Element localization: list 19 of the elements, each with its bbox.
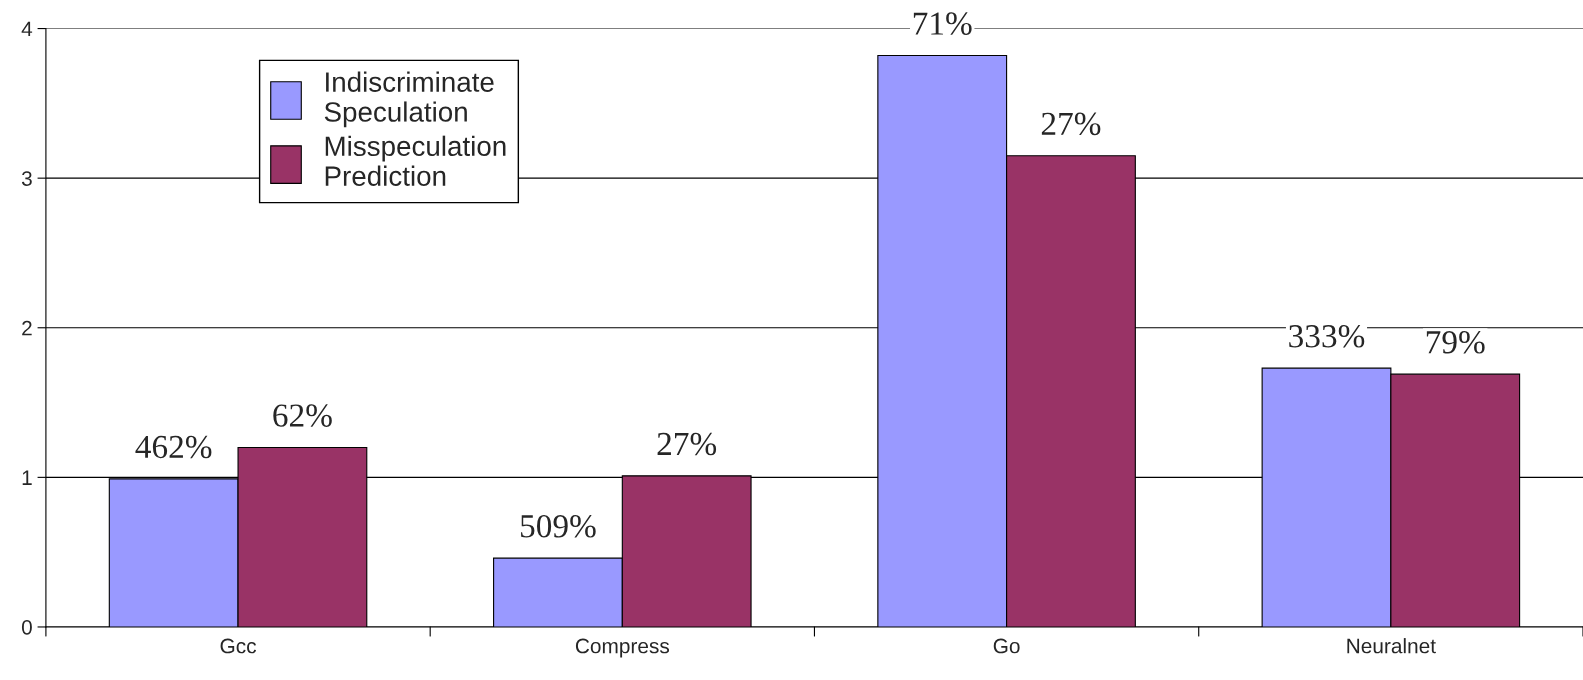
annotation: 27% bbox=[657, 432, 717, 456]
x-tick-label: Gcc bbox=[220, 638, 257, 654]
y-tick-label: 2 bbox=[22, 320, 32, 336]
y-tick-label: 4 bbox=[21, 21, 33, 37]
annotation: 333% bbox=[1289, 325, 1365, 348]
y-tick-label: 3 bbox=[21, 171, 32, 186]
annotation: 27% bbox=[1041, 112, 1101, 136]
y-tick-label: 1 bbox=[22, 470, 32, 485]
annotation: 462% bbox=[135, 435, 212, 459]
annotation: 62% bbox=[273, 404, 332, 427]
legend-label: Misspeculation Prediction bbox=[325, 135, 506, 186]
x-tick-label: Neuralnet bbox=[1347, 638, 1436, 654]
x-tick-label: Go bbox=[993, 638, 1020, 654]
annotation: 79% bbox=[1426, 330, 1485, 354]
annotation: 71% bbox=[913, 12, 972, 35]
annotation: 509% bbox=[521, 514, 596, 538]
y-tick-label: 0 bbox=[21, 619, 32, 635]
legend-label: Indiscriminate Speculation bbox=[324, 71, 494, 128]
x-tick-label: Compress bbox=[575, 638, 670, 658]
